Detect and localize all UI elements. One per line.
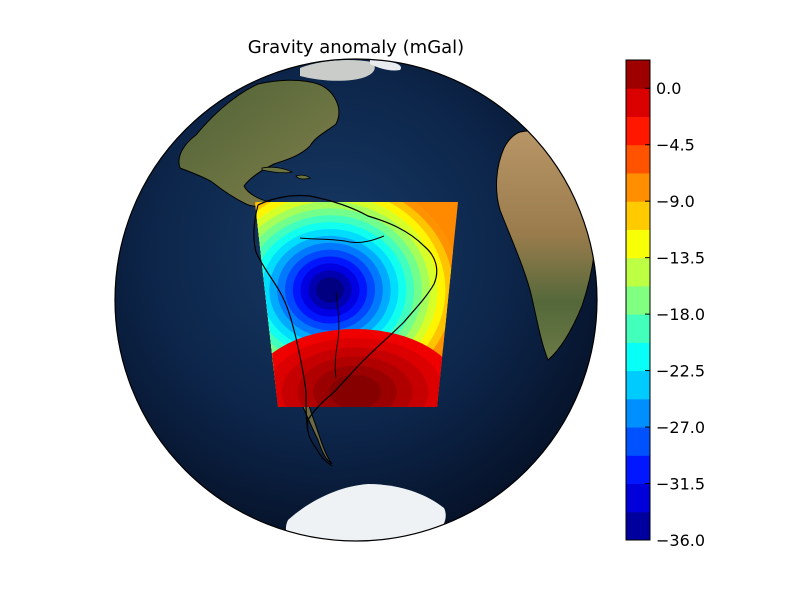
antarctica-ice [285,484,446,541]
colorbar-band [626,257,650,287]
amazon-river [299,235,385,243]
north-america-land [178,79,340,207]
map-title: Gravity anomaly (mGal) [248,37,464,58]
colorbar-band [626,455,650,485]
colorbar-tick-label: −22.5 [656,362,705,381]
colorbar-band [626,285,650,315]
colorbar-ticks: 0.0 −4.5 −9.0 −13.5 −18.0 −22.5 −27.0 −31.5 −36.… [645,79,705,550]
caribbean-islands [261,166,294,174]
hispaniola [295,174,311,180]
colorbar-band [626,172,650,202]
colorbar-frame [625,59,651,541]
colorbar-tick-label: −27.0 [656,418,705,437]
colorbar-tick-label: −9.0 [656,192,695,211]
greenland-land [300,60,375,81]
colorbar-band [626,511,650,541]
parana-river [334,291,340,379]
colorbar-bands [626,60,650,541]
south-america-tip [299,399,333,465]
anomaly-contour-high [329,374,381,407]
colorbar-tick-label: −18.0 [656,305,705,324]
colorbar-band [626,427,650,456]
colorbar-band [626,229,650,259]
anomaly-high-contours [255,329,458,407]
globe-outline [114,58,598,542]
colorbar-band [626,88,650,117]
colorbar: 0.0 −4.5 −9.0 −13.5 −18.0 −22.5 −27.0 −31.5 −36.… [625,59,705,550]
colorbar-band [626,370,650,400]
arctic-ice [370,60,401,71]
colorbar-band [626,483,650,513]
colorbar-band [626,314,650,343]
colorbar-band [626,116,650,146]
colorbar-band [626,342,650,372]
colorbar-band [626,398,650,428]
colorbar-tick-label: −31.5 [656,475,705,494]
colorbar-band [626,60,650,89]
south-america-coastline [253,194,438,467]
anomaly-contour-low [316,277,344,303]
colorbar-tick-label: −13.5 [656,249,705,268]
colorbar-tick-label: −4.5 [656,136,695,155]
colorbar-tick-label: 0.0 [656,79,681,98]
colorbar-tick-label: −36.0 [656,531,705,550]
colorbar-band [626,144,650,174]
colorbar-band [626,201,650,230]
